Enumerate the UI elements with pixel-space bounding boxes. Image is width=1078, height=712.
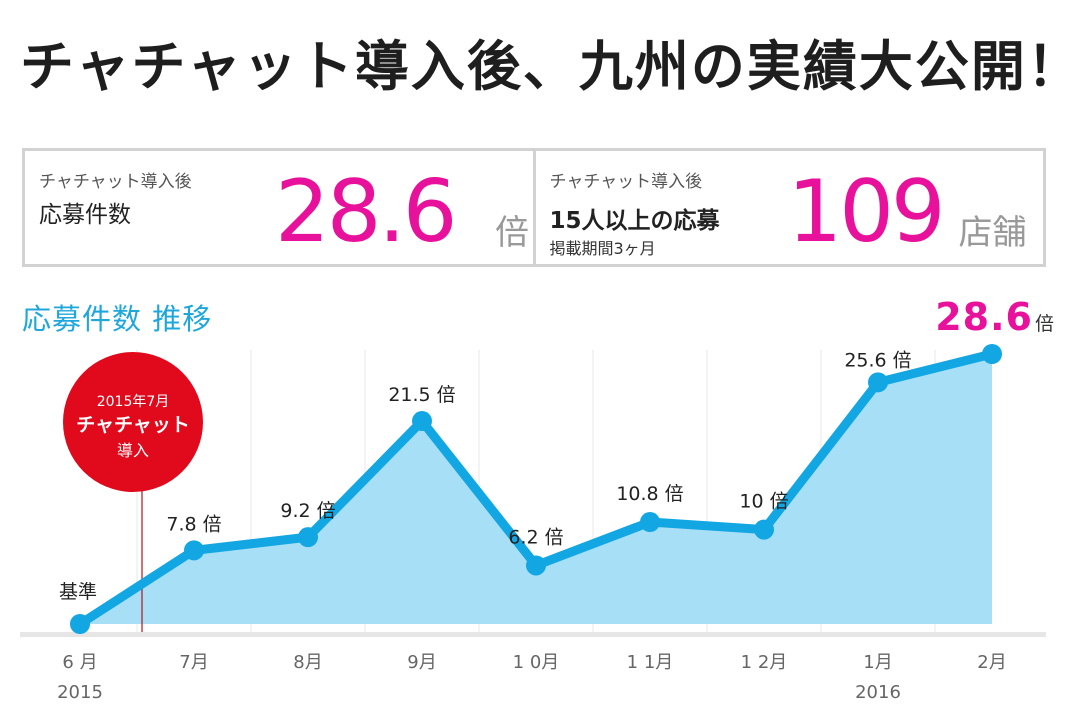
data-point: [526, 555, 546, 576]
data-point: [298, 527, 318, 548]
stat-value: 28.6: [275, 162, 457, 262]
x-year-label: 2016: [855, 682, 901, 703]
series-area: [80, 354, 992, 624]
x-tick-label: 7月: [179, 652, 208, 673]
data-point: [184, 540, 204, 561]
stat-kicker: チャチャット導入後: [549, 172, 703, 192]
x-tick-label: 8月: [293, 652, 322, 673]
x-tick-label: 6 月: [62, 652, 97, 673]
stat-label: 15人以上の応募: [549, 208, 720, 234]
page-title: チャチャット導入後、九州の実績大公開！: [20, 35, 1078, 98]
stat-label: 応募件数: [39, 202, 131, 228]
final-unit: 倍: [1034, 313, 1054, 335]
x-axis-baseline: [20, 632, 1046, 637]
data-label: 21.5 倍: [388, 384, 455, 406]
final-value-badge: 28.6 倍: [935, 295, 1054, 339]
data-label: 7.8 倍: [166, 513, 221, 535]
data-point: [412, 411, 432, 432]
data-point: [754, 519, 774, 540]
x-tick-label: 1 1月: [627, 652, 674, 673]
x-tick-label: 2月: [977, 652, 1006, 673]
stat-stores: チャチャット導入後 15人以上の応募 掲載期間3ヶ月 109 店舗: [532, 151, 1044, 264]
data-point: [868, 372, 888, 393]
event-marker-bubble: [63, 352, 203, 492]
data-point: [982, 344, 1002, 364]
stat-sub: 掲載期間3ヶ月: [549, 239, 656, 258]
x-tick-label: 1 2月: [741, 652, 788, 673]
x-tick-label: 1 0月: [513, 652, 560, 673]
x-year-label: 2015: [57, 682, 103, 703]
data-label: 6.2 倍: [508, 526, 563, 548]
event-marker-text: 導入: [117, 441, 149, 460]
data-point: [640, 512, 660, 533]
data-label: 25.6 倍: [844, 349, 911, 371]
data-label: 基準: [59, 581, 97, 603]
x-tick-label: 1月: [863, 652, 892, 673]
data-point: [70, 614, 90, 634]
stat-unit: 倍: [495, 213, 529, 253]
data-label: 10 倍: [739, 491, 788, 513]
stats-panel: チャチャット導入後 応募件数 28.6 倍 チャチャット導入後 15人以上の応募…: [22, 148, 1046, 267]
final-value: 28.6: [935, 295, 1033, 339]
stat-unit: 店舗: [958, 213, 1027, 253]
x-tick-label: 9月: [407, 652, 436, 673]
stat-kicker: チャチャット導入後: [39, 172, 192, 192]
stat-applications: チャチャット導入後 応募件数 28.6 倍: [25, 151, 533, 264]
chart-title: 応募件数 推移: [22, 302, 213, 336]
event-marker-date: 2015年7月: [97, 394, 170, 410]
data-label: 10.8 倍: [616, 483, 683, 505]
stat-value: 109: [787, 162, 946, 262]
data-label: 9.2 倍: [280, 500, 335, 522]
event-marker-name: チャチャット: [76, 414, 190, 436]
